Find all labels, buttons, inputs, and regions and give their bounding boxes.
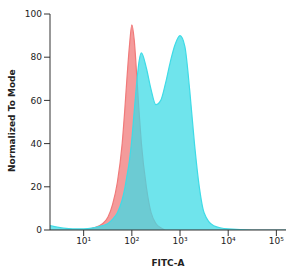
svg-text:80: 80 xyxy=(31,52,43,62)
svg-text:FITC-A: FITC-A xyxy=(151,258,184,268)
svg-text:20: 20 xyxy=(31,182,43,192)
svg-text:10⁴: 10⁴ xyxy=(221,236,236,246)
svg-text:10¹: 10¹ xyxy=(76,236,91,246)
svg-text:60: 60 xyxy=(31,96,43,106)
svg-text:100: 100 xyxy=(25,9,42,19)
svg-text:0: 0 xyxy=(36,225,42,235)
svg-text:10⁵: 10⁵ xyxy=(269,236,284,246)
svg-text:40: 40 xyxy=(31,139,43,149)
svg-text:Normalized To Mode: Normalized To Mode xyxy=(8,69,17,172)
svg-text:10²: 10² xyxy=(124,236,139,246)
svg-text:10³: 10³ xyxy=(172,236,187,246)
